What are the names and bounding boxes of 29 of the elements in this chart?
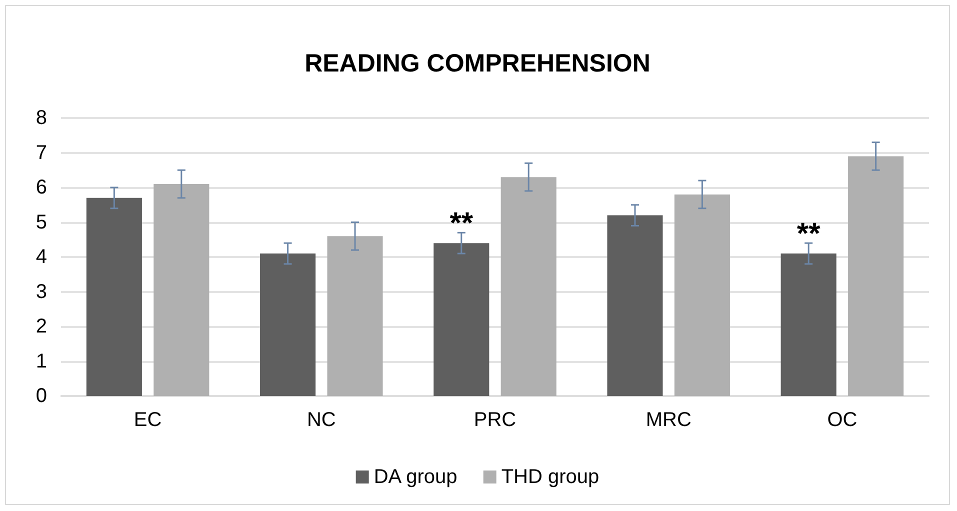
bar bbox=[434, 243, 490, 396]
x-tick-label: NC bbox=[306, 409, 336, 431]
legend-label: DA group bbox=[374, 466, 458, 488]
x-tick-label: EC bbox=[134, 409, 162, 431]
y-tick-label: 1 bbox=[36, 350, 47, 372]
y-tick-label: 2 bbox=[36, 316, 47, 338]
y-tick-label: 6 bbox=[36, 176, 47, 198]
y-tick-label: 0 bbox=[36, 385, 47, 407]
y-tick-label: 3 bbox=[36, 280, 47, 303]
y-tick-label: 5 bbox=[36, 211, 47, 234]
y-tick-label: 4 bbox=[36, 246, 47, 268]
bar bbox=[848, 156, 904, 396]
bar bbox=[674, 194, 730, 396]
bar bbox=[86, 198, 142, 396]
data-label: ** bbox=[796, 218, 821, 251]
bar bbox=[780, 254, 836, 396]
data-label: ** bbox=[450, 207, 474, 240]
bar bbox=[607, 215, 663, 396]
x-tick-label: OC bbox=[827, 409, 858, 431]
x-tick-label: PRC bbox=[474, 409, 516, 431]
bar bbox=[154, 184, 210, 396]
bar bbox=[260, 254, 316, 396]
bar bbox=[500, 177, 556, 396]
legend-label: THD group bbox=[501, 466, 600, 488]
y-tick-label: 7 bbox=[36, 142, 47, 164]
chart-title: READING COMPREHENSION bbox=[304, 50, 650, 78]
bar bbox=[327, 236, 383, 396]
x-tick-label: MRC bbox=[646, 409, 692, 431]
y-tick-label: 8 bbox=[36, 107, 47, 129]
